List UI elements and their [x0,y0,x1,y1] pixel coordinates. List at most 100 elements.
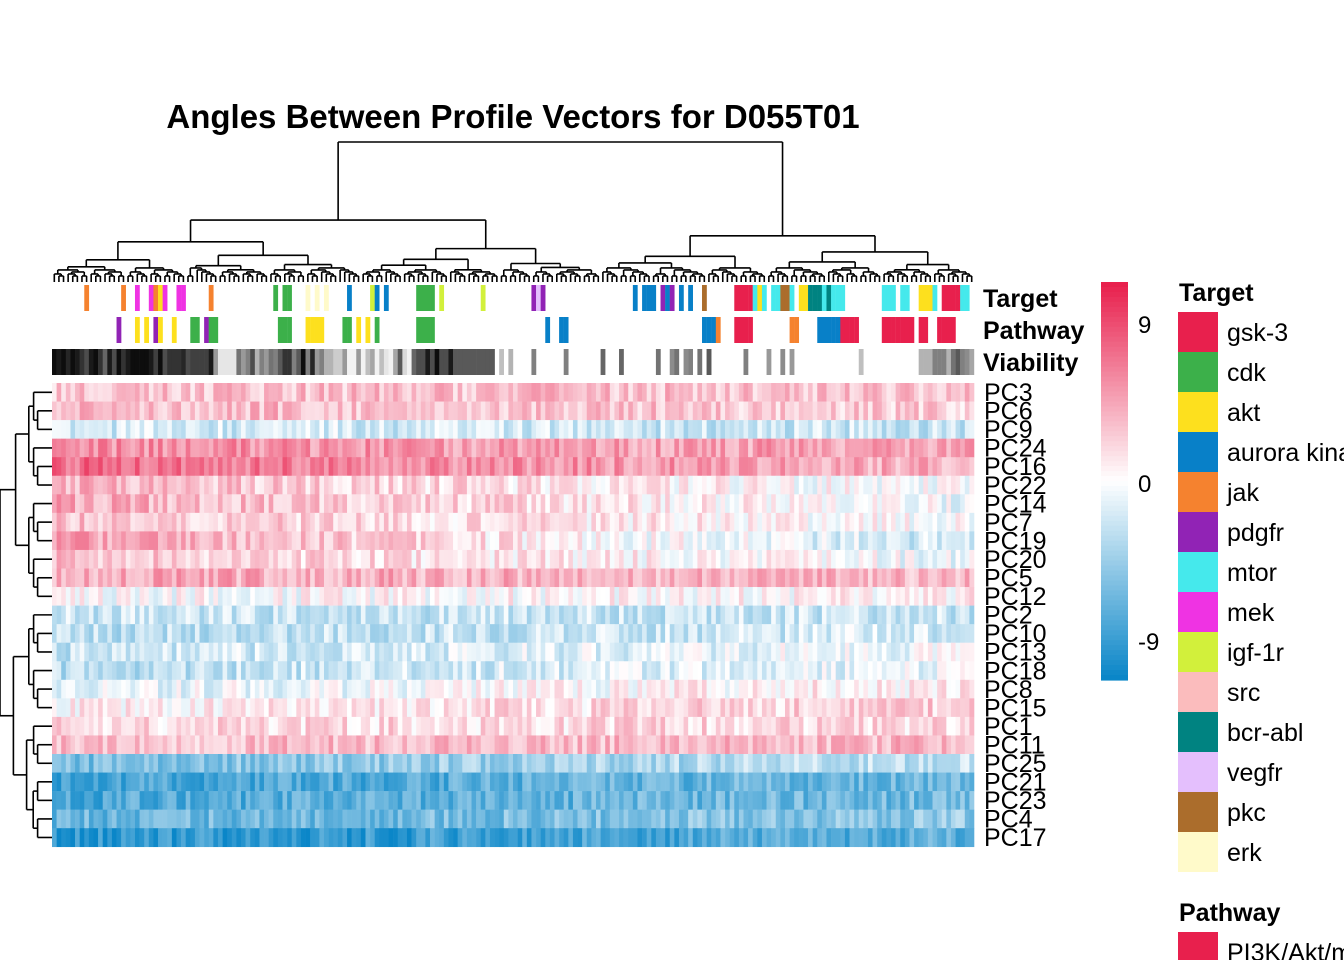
heatmap-cell [771,531,777,551]
heatmap-cell [319,698,325,718]
heatmap-cell [941,642,947,662]
heatmap-cell [683,624,689,643]
target-mark [775,285,781,311]
heatmap-cell [605,679,611,699]
heatmap-cell [720,587,726,606]
heatmap-cell [370,679,375,699]
heatmap-cell [305,605,311,625]
heatmap-cell [199,661,205,681]
heatmap-cell [434,587,440,606]
heatmap-cell [655,494,661,514]
heatmap-cell [416,457,422,477]
heatmap-cell [494,438,500,458]
heatmap-cell [743,735,749,755]
heatmap-cell [287,457,293,477]
heatmap-cell [789,698,795,718]
pathway-mark [711,317,717,343]
heatmap-cell [522,549,528,569]
heatmap-cell [522,587,528,606]
heatmap-cell [379,716,385,736]
heatmap-cell [305,624,311,643]
heatmap-cell [116,679,122,699]
heatmap-cell [231,716,237,736]
heatmap-cell [909,401,915,421]
heatmap-cell [784,420,790,439]
heatmap-cell [236,420,242,439]
heatmap-cell [517,475,523,495]
heatmap-cell [139,457,145,477]
heatmap-cell [559,642,565,662]
heatmap-cell [52,698,57,718]
heatmap-cell [287,679,293,699]
heatmap-cell [918,679,924,699]
heatmap-cell [121,735,127,755]
heatmap-cell [268,624,274,643]
heatmap-cell [923,494,929,514]
heatmap-cell [287,401,293,421]
heatmap-cell [75,457,80,477]
heatmap-cell [536,605,541,625]
heatmap-cell [356,661,362,681]
heatmap-cell [632,587,638,606]
heatmap-cell [356,679,362,699]
heatmap-cell [134,401,140,421]
heatmap-cell [628,679,634,699]
heatmap-cell [522,642,528,662]
heatmap-cell [794,457,800,477]
heatmap-cell [397,568,403,588]
heatmap-cell [771,605,777,625]
heatmap-cell [448,457,454,477]
heatmap-cell [383,735,389,755]
heatmap-cell [946,420,952,439]
heatmap-cell [549,587,555,606]
heatmap-cell [121,568,127,588]
heatmap-cell [757,512,763,532]
heatmap-cell [323,549,329,569]
heatmap-cell [310,494,316,514]
heatmap-cell [831,531,836,551]
heatmap-cell [969,679,975,699]
heatmap-cell [139,624,145,643]
heatmap-cell [411,401,417,421]
viability-mark [222,349,228,375]
heatmap-cell [794,568,800,588]
heatmap-cell [379,568,385,588]
heatmap-cell [347,716,352,736]
heatmap-cell [969,661,975,681]
heatmap-cell [619,661,624,681]
heatmap-cell [600,716,606,736]
heatmap-cell [702,494,707,514]
target-mark [840,285,846,311]
heatmap-cell [476,494,482,514]
heatmap-cell [314,754,320,773]
heatmap-cell [895,420,901,439]
heatmap-cell [840,661,846,681]
heatmap-cell [471,605,477,625]
heatmap-cell [683,475,689,495]
heatmap-cell [102,716,108,736]
heatmap-cell [167,587,173,606]
heatmap-cell [752,438,758,458]
heatmap-cell [406,457,412,477]
heatmap-cell [582,587,588,606]
heatmap-cell [895,716,901,736]
heatmap-cell [162,735,168,755]
heatmap-cell [111,494,117,514]
target-mark [900,285,906,311]
heatmap-cell [319,735,325,755]
heatmap-cell [582,716,588,736]
heatmap-cell [600,420,606,439]
heatmap-cell [582,642,588,662]
heatmap-cell [264,716,269,736]
heatmap-cell [213,420,219,439]
heatmap-cell [540,735,546,755]
heatmap-cell [480,605,486,625]
heatmap-cell [485,512,491,532]
heatmap-cell [277,642,283,662]
heatmap-cell [453,642,458,662]
heatmap-cell [425,438,431,458]
heatmap-cell [153,494,159,514]
heatmap-cell [79,512,85,532]
heatmap-cell [605,531,611,551]
heatmap-cell [480,568,486,588]
